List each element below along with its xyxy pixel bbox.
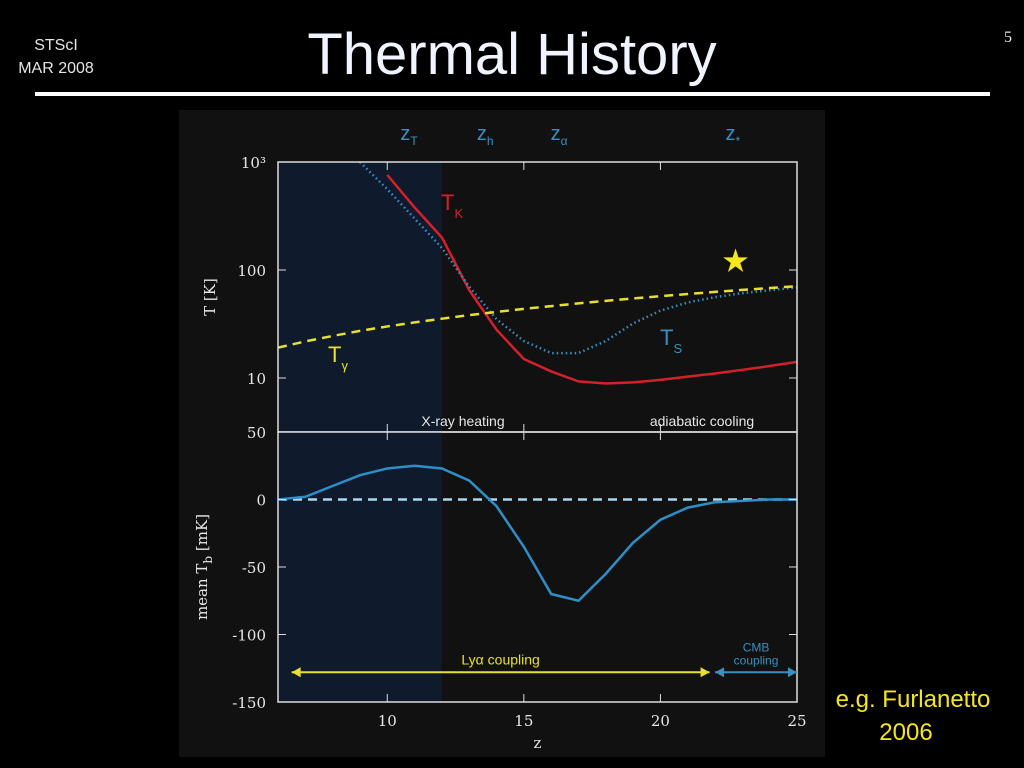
series-name: T bbox=[441, 190, 454, 215]
citation: e.g. Furlanetto bbox=[836, 686, 991, 713]
marker-subscript: h bbox=[487, 134, 494, 148]
x-tick-label: 25 bbox=[787, 712, 806, 730]
series-name: T bbox=[660, 325, 673, 350]
marker-label: z bbox=[725, 123, 735, 145]
arrow-label: CMB bbox=[743, 640, 770, 654]
title-rule bbox=[35, 92, 990, 96]
marker-subscript: α bbox=[561, 134, 568, 148]
series-label: TK bbox=[441, 190, 463, 221]
series-line bbox=[278, 464, 797, 603]
series-subscript: K bbox=[454, 206, 463, 221]
arrow-label: coupling bbox=[734, 653, 779, 667]
y-tick-label: 10³ bbox=[241, 154, 266, 172]
redshift-marker: zT bbox=[400, 123, 418, 148]
plot-area bbox=[278, 432, 797, 702]
y-tick-label: 10 bbox=[247, 370, 266, 388]
shaded-region bbox=[278, 432, 442, 702]
series-subscript: S bbox=[673, 341, 682, 356]
series-name: T bbox=[328, 342, 341, 367]
series-line bbox=[278, 284, 797, 349]
star bbox=[723, 248, 748, 272]
page-number: 5 bbox=[1004, 29, 1012, 46]
marker-label: z bbox=[477, 123, 487, 145]
marker-label: z bbox=[400, 123, 410, 145]
arrow-label: Lyα coupling bbox=[461, 651, 539, 667]
series-line bbox=[386, 174, 797, 385]
date: MAR 2008 bbox=[18, 60, 94, 77]
region-label: adiabatic cooling bbox=[650, 413, 754, 429]
redshift-marker: zα bbox=[551, 123, 568, 148]
x-axis-label: z bbox=[534, 734, 542, 752]
y-tick-label: 100 bbox=[237, 262, 266, 280]
marker-subscript: T bbox=[410, 134, 418, 148]
x-tick-label: 15 bbox=[514, 712, 533, 730]
region-label: X-ray heating bbox=[421, 413, 504, 429]
y-label-subscript: b bbox=[201, 556, 215, 564]
citation: 2006 bbox=[879, 719, 932, 746]
series-subscript: γ bbox=[341, 358, 348, 373]
x-tick-label: 10 bbox=[378, 712, 397, 730]
y-axis-label: mean Tb [mK] bbox=[193, 514, 215, 620]
shaded-region bbox=[278, 162, 442, 432]
series-label: Tγ bbox=[328, 342, 348, 373]
y-tick-label: -50 bbox=[242, 559, 266, 577]
plot-area bbox=[278, 162, 797, 432]
x-tick-label: 20 bbox=[651, 712, 670, 730]
marker-subscript: * bbox=[735, 134, 740, 148]
y-label-text: mean T bbox=[193, 564, 211, 620]
org: STScI bbox=[34, 37, 78, 54]
y-tick-label: -100 bbox=[232, 627, 266, 645]
redshift-marker: z* bbox=[725, 123, 740, 148]
y-tick-label: 0 bbox=[256, 492, 266, 510]
y-label-text: T [K] bbox=[201, 278, 219, 316]
y-tick-label: 50 bbox=[247, 424, 266, 442]
series-label: TS bbox=[660, 325, 682, 356]
slide-title: Thermal History bbox=[307, 22, 716, 87]
arrow-head bbox=[715, 667, 797, 678]
marker-label: z bbox=[551, 123, 561, 145]
y-tick-label: -150 bbox=[232, 694, 266, 712]
redshift-marker: zh bbox=[477, 123, 494, 148]
y-axis-label: T [K] bbox=[201, 278, 219, 316]
y-label-unit: [mK] bbox=[193, 514, 211, 551]
